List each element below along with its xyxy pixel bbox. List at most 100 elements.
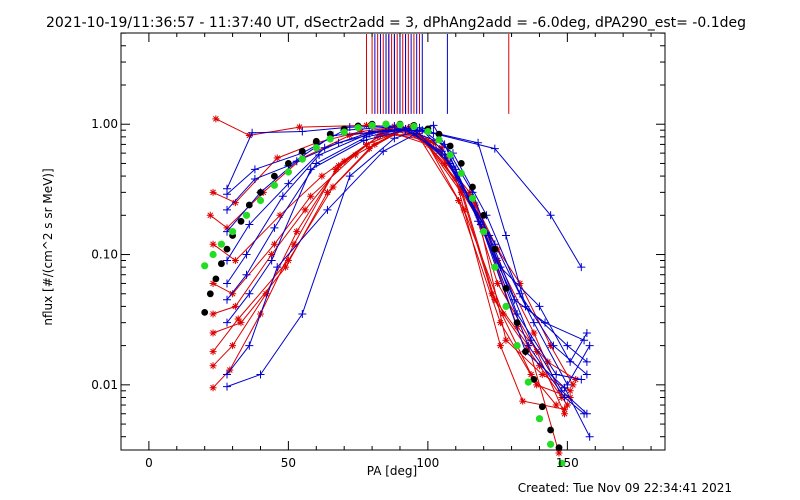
blue-2-point xyxy=(577,263,586,272)
red-6-point xyxy=(301,206,309,214)
red-4-point xyxy=(209,240,217,248)
blue-2-point xyxy=(490,144,499,153)
fit-green-point xyxy=(457,169,465,177)
red-1-point xyxy=(569,381,577,389)
blue-1-point xyxy=(582,357,591,366)
red-9-point xyxy=(563,401,571,409)
red-1-point xyxy=(516,279,524,287)
x-axis-label: PA [deg] xyxy=(367,464,417,478)
blue-1-point xyxy=(501,231,510,240)
series-red-9 xyxy=(209,129,571,409)
red-2-point xyxy=(393,123,401,131)
red-6-point xyxy=(268,251,276,259)
blue-8-point xyxy=(267,256,276,265)
blue-5-point xyxy=(284,179,293,188)
fit-green-point xyxy=(217,240,225,248)
blue-4-point xyxy=(582,370,591,379)
red-4-point xyxy=(561,410,569,418)
red-7-point xyxy=(566,387,574,395)
red-5-point xyxy=(351,151,359,159)
red-7-point xyxy=(209,329,217,337)
fit-green-point xyxy=(535,415,544,423)
red-4-line xyxy=(212,129,566,415)
red-2-point xyxy=(530,329,538,337)
series-blue-4 xyxy=(223,123,591,379)
red-7-point xyxy=(365,145,373,153)
fit-green-point xyxy=(491,263,499,271)
fit-green-point xyxy=(396,121,404,129)
red-3-point xyxy=(457,188,465,196)
red-10-point xyxy=(290,240,298,248)
fit-green-point xyxy=(446,151,454,159)
red-10-point xyxy=(455,196,463,204)
fit-green-point xyxy=(229,228,237,236)
fit-green-point xyxy=(242,211,251,219)
fit-black-point xyxy=(218,260,225,268)
red-4-point xyxy=(533,348,541,356)
red-5-point xyxy=(229,290,237,298)
blue-6-point xyxy=(223,279,232,288)
plot-frame xyxy=(120,32,666,451)
blue-9-point xyxy=(245,341,254,350)
created-footer: Created: Tue Nov 09 22:34:41 2021 xyxy=(518,481,732,495)
blue-1-point xyxy=(474,138,483,147)
red-2-point xyxy=(273,154,281,162)
fit-black-point xyxy=(271,172,278,180)
blue-5-point xyxy=(566,357,575,366)
blue-2-point xyxy=(250,165,259,174)
blue-5-line xyxy=(226,128,588,363)
fit-black-point xyxy=(285,160,292,167)
fit-black-point xyxy=(298,147,306,155)
red-2-point xyxy=(231,199,239,207)
blue-1-point xyxy=(298,127,307,136)
red-4-point xyxy=(276,211,284,219)
red-6-point xyxy=(452,175,460,183)
fit-green-point xyxy=(298,155,306,163)
red-6-point xyxy=(209,310,217,318)
red-5-point xyxy=(209,279,217,287)
red-9-point xyxy=(335,162,343,170)
red-6-point xyxy=(496,342,504,350)
fit-black-point xyxy=(223,245,231,253)
y-axis-label: nflux [#/(cm^2 s sr MeV)] xyxy=(41,168,55,325)
blue-1-point xyxy=(563,341,572,350)
fit-green-point xyxy=(368,121,376,129)
fit-black-point xyxy=(326,130,334,138)
fit-green-point xyxy=(558,459,566,467)
series-blue-6 xyxy=(223,124,594,389)
red-6-line xyxy=(212,134,565,410)
red-10-point xyxy=(332,165,340,173)
red-3-point xyxy=(206,211,214,219)
fit-black-point xyxy=(538,403,546,411)
red-7-point xyxy=(323,188,331,196)
blue-4-point xyxy=(549,341,558,350)
blue-9-point xyxy=(580,409,589,418)
fit-black-point xyxy=(446,142,454,150)
red-10-point xyxy=(209,384,217,392)
red-4-point xyxy=(494,279,502,287)
y-tick-label: 0.01 xyxy=(91,378,118,392)
red-9-point xyxy=(379,129,387,137)
blue-5-point xyxy=(582,328,591,337)
fit-green-point xyxy=(410,122,418,131)
fit-green-point xyxy=(468,194,477,202)
blue-9-point xyxy=(560,393,569,402)
blue-7-point xyxy=(270,223,279,232)
series-red-1 xyxy=(212,115,577,389)
red-5-point xyxy=(491,296,499,304)
series-red-2 xyxy=(209,123,566,401)
red-5-point xyxy=(307,192,315,200)
blue-10-point xyxy=(513,309,522,318)
blue-10-line xyxy=(226,124,582,388)
fit-black-point xyxy=(312,137,320,145)
blue-1-line xyxy=(226,125,588,363)
red-2-line xyxy=(212,126,563,398)
red-7-point xyxy=(538,371,546,379)
red-2-point xyxy=(471,201,479,209)
fit-black-point xyxy=(513,319,521,327)
red-3-point xyxy=(346,131,354,139)
fit-black-point xyxy=(237,217,245,225)
fit-black-point xyxy=(212,275,220,283)
red-1-point xyxy=(212,115,220,123)
